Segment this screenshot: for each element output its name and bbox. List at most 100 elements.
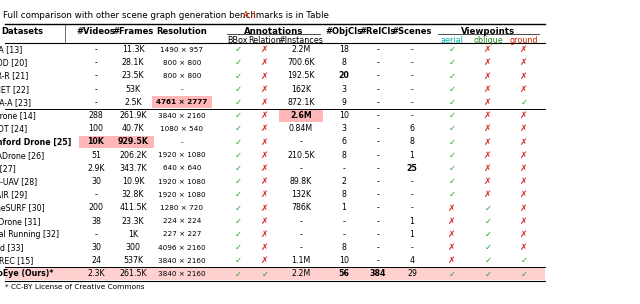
Text: 8: 8 bbox=[410, 137, 415, 147]
Text: 1080 × 540: 1080 × 540 bbox=[161, 126, 204, 132]
Text: 6: 6 bbox=[410, 124, 415, 133]
Text: ✗: ✗ bbox=[520, 71, 528, 81]
Text: ✗: ✗ bbox=[520, 58, 528, 67]
Text: 3840 × 2160: 3840 × 2160 bbox=[158, 112, 206, 119]
Text: 1920 × 1080: 1920 × 1080 bbox=[158, 192, 206, 198]
Text: 1920 × 1080: 1920 × 1080 bbox=[158, 152, 206, 158]
Text: 2.6M: 2.6M bbox=[290, 111, 312, 120]
Text: ✗: ✗ bbox=[520, 164, 528, 173]
Text: ✗: ✗ bbox=[484, 124, 492, 133]
Text: -: - bbox=[342, 217, 346, 226]
Text: AeroEye (Ours)*: AeroEye (Ours)* bbox=[0, 270, 53, 278]
Text: ✓: ✓ bbox=[234, 217, 241, 226]
Text: ✗: ✗ bbox=[520, 217, 528, 226]
Text: 56: 56 bbox=[339, 270, 349, 278]
Text: -: - bbox=[411, 98, 413, 107]
Text: Stanford Drone [25]: Stanford Drone [25] bbox=[0, 137, 71, 147]
Text: 2.3K: 2.3K bbox=[87, 270, 105, 278]
Text: #ObjCls: #ObjCls bbox=[326, 27, 362, 36]
Text: -: - bbox=[376, 111, 380, 120]
Text: -: - bbox=[376, 164, 380, 173]
Text: 384: 384 bbox=[370, 270, 387, 278]
Text: 25: 25 bbox=[406, 164, 417, 173]
Text: ✗: ✗ bbox=[520, 85, 528, 94]
Text: ✓: ✓ bbox=[234, 230, 241, 239]
Text: ✓: ✓ bbox=[449, 137, 456, 147]
Text: * CC-BY License of Creative Commons: * CC-BY License of Creative Commons bbox=[5, 284, 145, 290]
Text: -: - bbox=[180, 86, 183, 92]
Text: 2.2M: 2.2M bbox=[291, 270, 310, 278]
Text: 800 × 800: 800 × 800 bbox=[163, 60, 201, 66]
Text: ✓: ✓ bbox=[449, 270, 456, 278]
Text: ✗: ✗ bbox=[261, 111, 269, 120]
Text: ✗: ✗ bbox=[520, 137, 528, 147]
Text: -: - bbox=[411, 243, 413, 252]
Text: ✓: ✓ bbox=[520, 98, 527, 107]
Text: 192.5K: 192.5K bbox=[287, 71, 315, 81]
Text: 100: 100 bbox=[88, 124, 104, 133]
Text: 261.5K: 261.5K bbox=[119, 270, 147, 278]
Text: 1: 1 bbox=[410, 151, 415, 160]
Text: -: - bbox=[300, 217, 303, 226]
Text: -: - bbox=[95, 230, 97, 239]
Text: ✗: ✗ bbox=[520, 124, 528, 133]
Text: 786K: 786K bbox=[291, 203, 311, 212]
Text: -: - bbox=[180, 139, 183, 145]
Text: 30: 30 bbox=[91, 177, 101, 186]
Text: ✗: ✗ bbox=[261, 256, 269, 265]
Text: ✓: ✓ bbox=[234, 58, 241, 67]
Text: #Videos: #Videos bbox=[77, 27, 115, 36]
Text: ✗: ✗ bbox=[520, 151, 528, 160]
Text: ✓: ✓ bbox=[449, 98, 456, 107]
Text: ✓: ✓ bbox=[484, 203, 492, 212]
Text: 288: 288 bbox=[88, 111, 104, 120]
Text: 800 × 800: 800 × 800 bbox=[163, 73, 201, 79]
Text: -: - bbox=[376, 190, 380, 199]
Text: 8: 8 bbox=[342, 243, 346, 252]
Text: 53K: 53K bbox=[125, 85, 141, 94]
Text: -: - bbox=[376, 203, 380, 212]
Text: 29: 29 bbox=[407, 270, 417, 278]
Text: ✗: ✗ bbox=[484, 58, 492, 67]
Text: 51: 51 bbox=[91, 151, 101, 160]
Text: ✓: ✓ bbox=[234, 177, 241, 186]
Text: 8: 8 bbox=[342, 151, 346, 160]
Text: 2.9K: 2.9K bbox=[87, 164, 105, 173]
Text: ✓: ✓ bbox=[484, 270, 492, 278]
Text: -: - bbox=[300, 164, 303, 173]
Text: VisDrone [14]: VisDrone [14] bbox=[0, 111, 36, 120]
Text: 3: 3 bbox=[342, 85, 346, 94]
Text: 18: 18 bbox=[339, 45, 349, 54]
Text: 1: 1 bbox=[410, 230, 415, 239]
Bar bbox=[279, 109, 323, 122]
Text: -: - bbox=[95, 58, 97, 67]
Text: A.II: A.II bbox=[243, 11, 257, 20]
Text: -: - bbox=[376, 217, 380, 226]
Text: UIT-ADrone [26]: UIT-ADrone [26] bbox=[0, 151, 44, 160]
Text: 1920 × 1080: 1920 × 1080 bbox=[158, 179, 206, 185]
Text: -: - bbox=[411, 177, 413, 186]
Text: #Instances: #Instances bbox=[278, 36, 323, 45]
Text: ✓: ✓ bbox=[449, 177, 456, 186]
Text: ✗: ✗ bbox=[261, 137, 269, 147]
Text: ✓: ✓ bbox=[449, 124, 456, 133]
Text: DIOR-R [21]: DIOR-R [21] bbox=[0, 71, 28, 81]
Text: #RelCls: #RelCls bbox=[360, 27, 396, 36]
Text: ✓: ✓ bbox=[234, 270, 241, 278]
Text: ✗: ✗ bbox=[484, 71, 492, 81]
Text: 6: 6 bbox=[342, 137, 346, 147]
Text: ✗: ✗ bbox=[484, 98, 492, 107]
Text: aerial: aerial bbox=[440, 36, 463, 45]
Text: 10.9K: 10.9K bbox=[122, 177, 144, 186]
Text: ✓: ✓ bbox=[449, 190, 456, 199]
Text: ✓: ✓ bbox=[234, 111, 241, 120]
Text: ✓: ✓ bbox=[234, 98, 241, 107]
Text: 4: 4 bbox=[410, 256, 415, 265]
Text: 700.6K: 700.6K bbox=[287, 58, 315, 67]
Text: Viewpoints: Viewpoints bbox=[461, 27, 516, 36]
Text: Brutal Running [32]: Brutal Running [32] bbox=[0, 230, 59, 239]
Text: Resolution: Resolution bbox=[157, 27, 207, 36]
Text: ✗: ✗ bbox=[520, 177, 528, 186]
Text: ✗: ✗ bbox=[448, 243, 456, 252]
Text: 2.2M: 2.2M bbox=[291, 45, 310, 54]
